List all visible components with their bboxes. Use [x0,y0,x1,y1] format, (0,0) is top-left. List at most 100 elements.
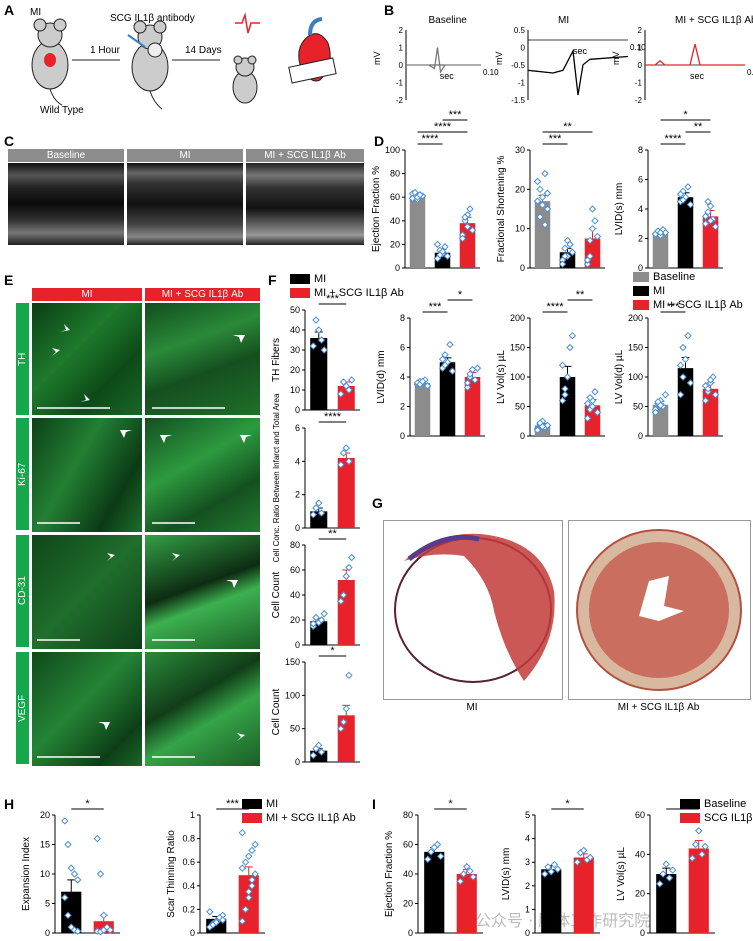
y-tick-label: 10 [290,385,300,395]
data-point [533,425,542,433]
y-tick-label: 5 [525,810,530,820]
data-point [424,855,432,863]
data-point [106,926,114,934]
data-point [342,382,350,390]
significance-stars: * [85,798,90,810]
data-point [418,377,427,386]
data-point [251,870,259,878]
data-point [563,252,572,260]
data-point [471,376,479,384]
data-point [251,840,259,849]
y-tick-label: 8 [638,145,643,155]
chart-f4: 0 50 100 150 Cell Count * [271,645,360,767]
data-point [337,724,345,733]
data-point [337,597,345,605]
data-point [413,379,422,387]
time-1-hour-label: 1 Hour [90,45,121,56]
y-tick-label: 2 [525,881,530,891]
significance-stars: **** [664,133,682,145]
data-point [538,417,547,425]
y-tick-label: 1 [190,810,195,820]
arrowhead-icon [52,348,60,356]
data-point [103,923,111,931]
ecg-ytick: -1 [635,79,643,88]
ecg-ylabel: mV [372,52,382,66]
data-point [212,917,220,925]
data-point [541,423,549,431]
data-point [218,916,227,924]
data-point [558,256,567,264]
data-point [441,361,449,369]
data-point [593,232,602,241]
data-point [536,419,544,427]
y-tick-label: 8 [400,313,405,323]
data-point [320,610,328,618]
data-point [701,382,710,390]
data-point [701,212,710,221]
mi-label: MI [30,7,42,18]
data-point [586,853,594,862]
data-point [408,189,417,198]
ecg-ytick: 0 [399,61,404,70]
arrowhead-icon [107,553,115,561]
bar [61,891,82,933]
data-point [686,379,695,387]
significance-stars: *** [549,133,563,145]
data-point [215,913,224,922]
y-tick-label: 10 [40,869,50,879]
legend-label: Baseline [653,271,696,283]
data-point [241,858,250,866]
data-point [459,870,468,878]
watermark-text: 公众号 · 脑体工作研究院 [475,911,651,930]
data-point [583,414,592,423]
data-point [418,379,427,387]
bar [238,875,259,933]
data-point [100,926,108,934]
bar [337,458,355,528]
legend-label: MI + SCG IL1β Ab [653,299,743,311]
data-point [659,225,667,234]
y-tick-label: 4 [525,834,530,844]
data-point [543,421,552,430]
data-point [416,191,424,199]
bar [534,425,551,436]
data-point [536,420,544,428]
data-point [315,499,323,507]
data-point [593,408,602,417]
legend-swatch [633,272,649,282]
data-point [543,205,552,213]
data-point [317,509,326,517]
heart-icon [288,17,337,84]
bar [652,232,669,268]
data-point [337,460,345,469]
y-tick-label: 0.6 [182,857,195,867]
data-point [413,380,422,389]
ecg-trace [527,48,629,96]
y-tick-label: 30 [515,145,525,155]
data-point [691,840,700,849]
data-point [317,748,326,756]
y-tick-label: 80 [403,810,413,820]
mouse-1-icon [31,18,69,106]
y-tick-label: 2 [295,490,300,500]
data-point [568,331,577,340]
y-axis-label: Ejection Fraction % [384,831,395,917]
ecg-ytick: -0.5 [511,61,525,70]
data-point [538,193,547,201]
data-point [342,444,350,452]
data-point [206,908,214,916]
data-point [563,373,572,381]
data-point [248,882,256,890]
panel-letter-g: G [372,495,383,511]
data-point [656,228,665,237]
data-point [312,613,320,622]
bar [702,216,719,268]
chart-i1: 0 20 40 60 80 Ejection Fraction % * [384,798,483,938]
data-point [668,866,677,874]
data-point [656,401,665,410]
data-point [709,215,717,224]
data-point [681,355,690,364]
data-point [438,355,447,364]
